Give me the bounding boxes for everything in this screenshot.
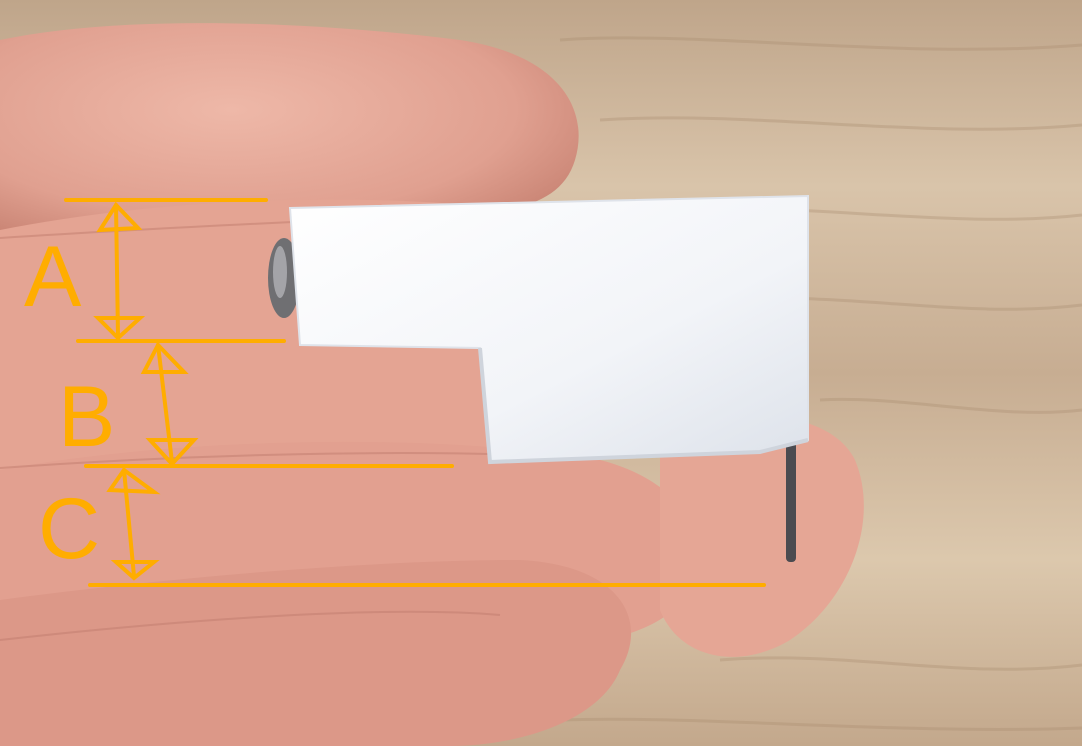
dimension-c-arrow	[122, 468, 136, 578]
dimension-labels: A B C	[24, 229, 115, 577]
screw-head	[268, 238, 300, 318]
label-c: C	[38, 481, 100, 577]
label-b: B	[58, 369, 115, 465]
dimension-a-arrow	[114, 203, 120, 338]
dimension-annotations	[64, 198, 766, 587]
dimension-b-arrow	[156, 343, 174, 464]
finger-pinky	[0, 560, 632, 746]
finger-top	[0, 23, 579, 240]
metal-pin	[786, 440, 796, 562]
white-plastic-block	[288, 194, 809, 465]
thumb	[660, 415, 864, 657]
label-a: A	[24, 229, 82, 325]
